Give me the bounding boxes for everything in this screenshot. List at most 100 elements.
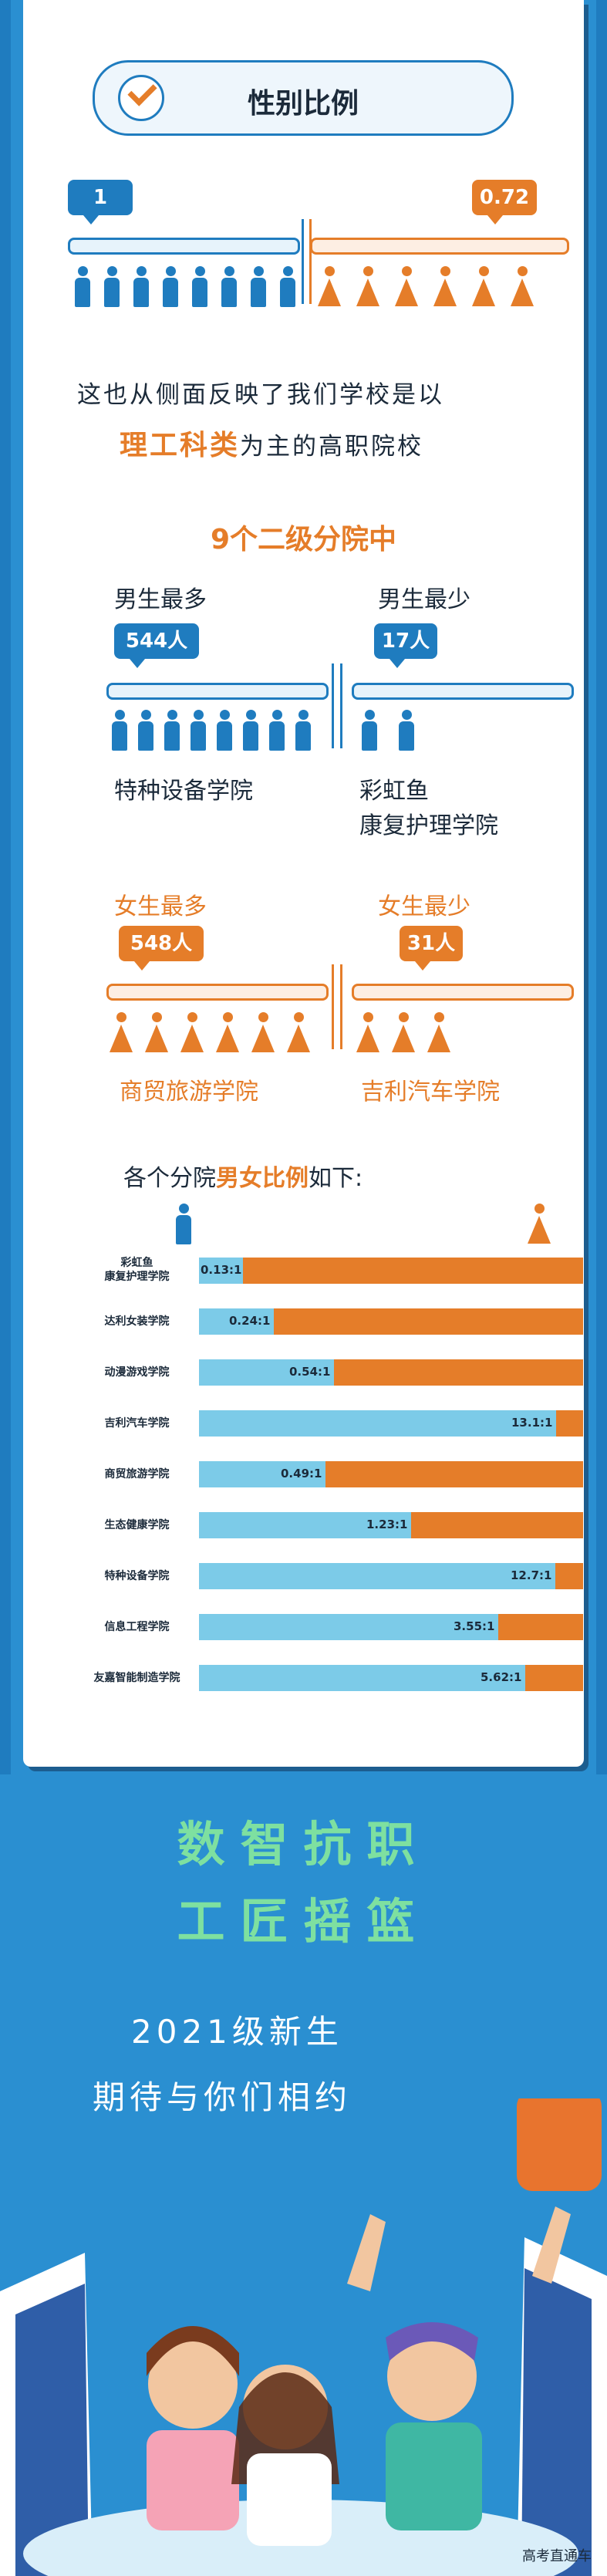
left-stripe [0,0,11,1774]
male-icon [110,710,130,753]
college-label: 达利女装学院 [104,1315,170,1328]
male-least-label: 男生最少 [378,586,470,613]
text-line-1: 这也从侧面反映了我们学校是以 [77,381,444,409]
section-title: 性别比例 [247,88,359,120]
male-most-badge: 544人 [114,623,199,668]
student-body [147,2430,239,2530]
female-icon [433,266,457,309]
watermark: 高考直通车 [522,2548,592,2564]
student-hair [147,2326,239,2376]
ratio-bar-track: 13.1:1 [199,1410,583,1437]
footer-banner: 数智抗职 工匠摇篮 2021级新生 期待与你们相约 高考直通车 [0,1774,607,2576]
male-least-bar [352,683,574,700]
female-most-label: 女生最多 [114,893,207,920]
male-icon [267,710,287,753]
male-icon [241,710,261,753]
title-post: 如下: [309,1165,363,1192]
female-icon [528,1204,551,1247]
slogan-line-2: 工匠摇篮 [177,1893,430,1950]
male-icon [396,710,416,753]
ratio-value-label: 0.24:1 [229,1314,271,1328]
ratio-value-label: 0.49:1 [281,1467,322,1480]
male-ratio-badge: 1 [68,180,133,225]
male-most-label: 男生最多 [114,586,207,613]
male-share-bar [199,1563,555,1589]
male-least-college-2: 康复护理学院 [359,812,498,839]
ratio-value-label: 0.54:1 [289,1365,331,1379]
ratio-value-label: 3.55:1 [454,1619,495,1633]
sub-line-2: 期待与你们相约 [93,2078,352,2116]
divider [302,219,304,304]
ratio-value-label: 12.7:1 [511,1568,552,1582]
male-icon [160,266,180,309]
male-icon [188,710,208,753]
college-label: 吉利汽车学院 [104,1417,170,1430]
divider [332,964,334,1049]
male-most-college: 特种设备学院 [114,778,253,805]
male-most-icons [110,710,313,753]
male-icons [73,266,298,309]
ribbon-right [521,2268,592,2576]
divider [309,219,312,304]
ratio-value-label: 1.23:1 [366,1518,408,1531]
female-icon [511,266,534,309]
divider [340,663,342,748]
female-least-label: 女生最少 [378,893,470,920]
title-pre: 各个分院 [123,1165,216,1192]
ratio-bar-track: 0.54:1 [199,1359,583,1386]
ratio-bar-track: 12.7:1 [199,1563,583,1589]
male-icon [73,266,93,309]
raised-arm [532,2206,571,2284]
ratio-bar-track: 0.13:1 [199,1258,583,1284]
slogan-line-1: 数智抗职 [177,1816,430,1872]
divider [332,663,334,748]
students-illustration [0,2098,607,2576]
female-ratio-badge: 0.72 [472,180,537,225]
section-header: 性别比例 [93,60,514,136]
female-most-bar [106,984,329,1001]
female-legend-icon [528,1204,551,1247]
student-body [247,2453,332,2546]
male-icon [136,710,156,753]
male-share-bar [199,1461,325,1487]
divider [340,964,342,1049]
male-icon [214,710,234,753]
college-label: 友嘉智能制造学院 [93,1672,180,1684]
male-icon [174,1204,194,1247]
male-icon [190,266,210,309]
female-icon [287,1012,310,1055]
college-label: 信息工程学院 [104,1621,170,1633]
male-least-icons [359,710,416,753]
ratio-chart-title: 各个分院男女比例如下: [123,1159,363,1193]
ratio-bar-track: 0.49:1 [199,1461,583,1487]
male-bar [68,238,300,255]
highlight-text: 理工科类 [120,430,241,461]
male-icon [102,266,122,309]
male-icon [359,710,379,753]
ratio-value-label: 5.62:1 [481,1670,522,1684]
female-icon [180,1012,204,1055]
male-share-bar [199,1308,274,1335]
student-body [517,2098,602,2191]
female-bar [310,238,569,255]
male-icon [162,710,182,753]
text-rest: 为主的高职院校 [240,433,424,461]
male-icon [293,710,313,753]
male-least-college-1: 彩虹鱼 [359,778,429,805]
student-cap [386,2322,478,2361]
ratio-value-label: 13.1:1 [511,1416,553,1430]
college-label: 特种设备学院 [104,1570,170,1582]
college-label: 生态健康学院 [104,1519,170,1531]
male-share-bar [199,1614,498,1640]
male-least-badge: 17人 [374,623,437,668]
colleges-title: 9个二级分院中 [210,524,397,555]
male-icon [278,266,298,309]
male-icon [219,266,239,309]
female-icon [392,1012,415,1055]
ratio-bar-track: 0.24:1 [199,1308,583,1335]
female-icon [356,266,379,309]
check-icon [118,75,164,121]
ratio-bar-track: 3.55:1 [199,1614,583,1640]
female-icon [318,266,341,309]
raised-arm [347,2214,386,2291]
